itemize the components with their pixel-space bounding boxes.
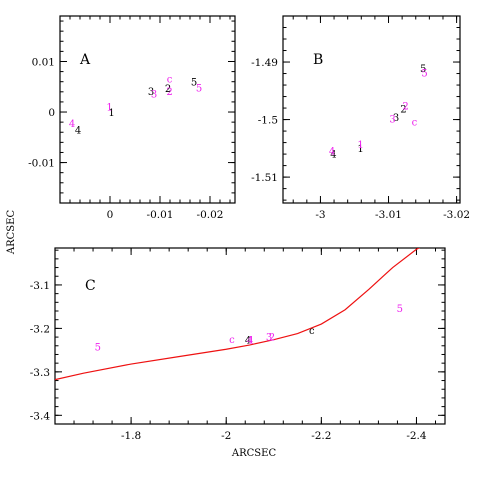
data-point-5: 5 — [420, 64, 426, 75]
x-tick-label: -0.01 — [147, 209, 174, 221]
x-tick-label: -3 — [315, 209, 325, 221]
plot-frame — [59, 15, 236, 204]
data-point-1: 1 — [106, 102, 112, 113]
data-point-3: 3 — [148, 87, 154, 98]
data-point-1: 1 — [248, 335, 254, 346]
data-point-4: 4 — [330, 150, 336, 161]
data-point-1: 1 — [357, 144, 363, 155]
data-point-3: 3 — [266, 332, 272, 343]
data-point-4: 4 — [69, 119, 75, 130]
y-tick-label: 0 — [48, 107, 55, 119]
x-tick-label: -2.2 — [311, 430, 331, 442]
x-tick-label: -3.01 — [375, 209, 402, 221]
data-point-c: c — [167, 75, 173, 86]
data-point-2: 2 — [166, 87, 172, 98]
data-point-5: 5 — [397, 304, 403, 315]
y-axis-label: ARCSEC — [6, 210, 17, 256]
data-point-c: c — [309, 326, 315, 337]
y-tick-label: -1.51 — [251, 172, 278, 184]
data-point-5: 5 — [421, 69, 427, 80]
panel-label: A — [79, 52, 91, 68]
data-point-4: 4 — [247, 335, 253, 346]
data-point-5: 5 — [196, 83, 202, 94]
data-point-3: 3 — [151, 89, 157, 100]
data-point-4: 4 — [329, 146, 335, 157]
data-point-c: c — [412, 118, 418, 129]
data-point-1: 1 — [108, 108, 114, 119]
y-tick-label: 0.01 — [32, 56, 55, 68]
panel-label: B — [313, 52, 323, 68]
y-tick-label: -1.49 — [251, 57, 278, 69]
plot-frame — [54, 247, 446, 425]
data-point-3: 3 — [393, 113, 399, 124]
y-tick-label: -3.3 — [30, 367, 50, 379]
data-point-2: 2 — [165, 84, 171, 95]
x-tick-label: -1.8 — [121, 430, 141, 442]
x-tick-label: -2 — [221, 430, 231, 442]
data-point-4: 4 — [245, 335, 251, 346]
data-point-5: 5 — [95, 342, 101, 353]
y-tick-label: -3.4 — [30, 410, 51, 422]
x-tick-label: 0 — [107, 209, 114, 221]
data-point-c: c — [229, 335, 235, 346]
data-point-5: 5 — [191, 78, 197, 89]
y-tick-label: -3.1 — [30, 280, 50, 292]
data-point-2: 2 — [269, 332, 275, 343]
x-tick-label: -2.4 — [406, 430, 427, 442]
x-tick-label: -0.02 — [197, 209, 224, 221]
y-tick-label: -3.2 — [30, 323, 50, 335]
data-point-4: 4 — [75, 126, 81, 137]
y-tick-label: -1.5 — [258, 115, 278, 127]
fit-curve — [55, 248, 421, 381]
panel-label: C — [85, 278, 96, 294]
y-tick-label: -0.01 — [28, 158, 55, 170]
x-axis-label: ARCSEC — [231, 448, 277, 459]
data-point-3: 3 — [389, 115, 395, 126]
data-point-2: 2 — [400, 104, 406, 115]
data-point-1: 1 — [357, 140, 363, 151]
plot-frame — [282, 15, 461, 204]
x-tick-label: -3.02 — [443, 209, 470, 221]
data-point-2: 2 — [402, 101, 408, 112]
